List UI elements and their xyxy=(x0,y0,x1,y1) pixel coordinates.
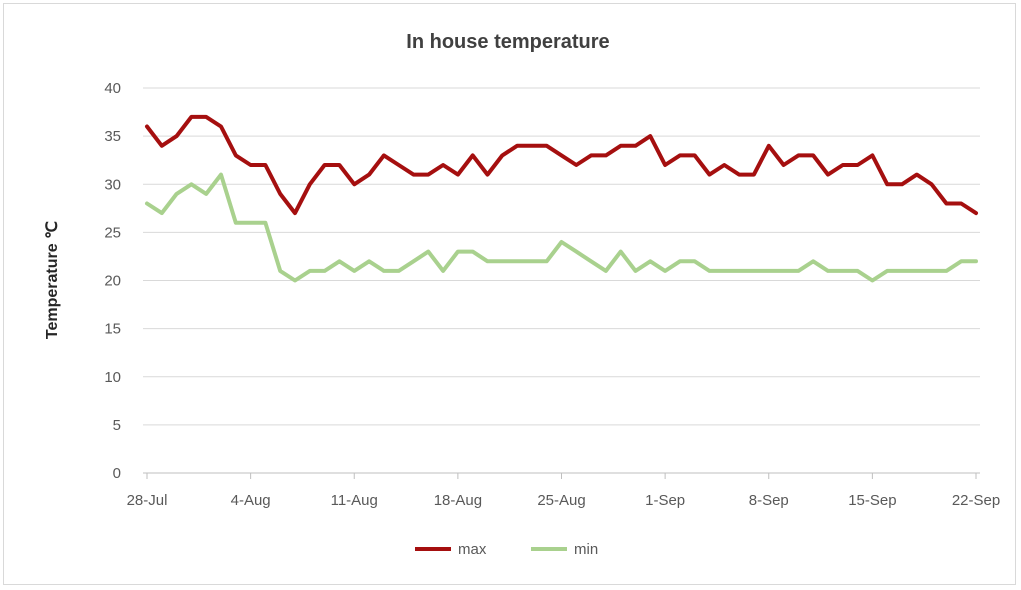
y-tick-label: 25 xyxy=(104,224,121,241)
x-tick-label: 25-Aug xyxy=(537,492,585,509)
x-tick-label: 28-Jul xyxy=(127,492,168,509)
series-line-min xyxy=(145,172,978,283)
x-tick-label: 1-Sep xyxy=(645,492,685,509)
x-tick-label: 22-Sep xyxy=(952,492,1000,509)
legend-label-min: min xyxy=(574,541,598,558)
series-lines xyxy=(145,114,978,283)
y-tick-label: 15 xyxy=(104,321,121,338)
chart-frame xyxy=(3,3,1016,585)
x-tick-label: 18-Aug xyxy=(434,492,482,509)
x-tick-label: 4-Aug xyxy=(231,492,271,509)
x-axis: 28-Jul 4-Aug 11-Aug 18-Aug 25-Aug 1-Sep 8-Sep 1… xyxy=(127,472,1000,509)
legend-label-max: max xyxy=(458,541,487,558)
y-axis-ticks: 0 5 10 15 20 25 30 35 40 xyxy=(104,80,121,482)
y-tick-label: 40 xyxy=(104,80,121,97)
chart-title: In house temperature xyxy=(406,31,609,53)
legend: max min xyxy=(415,541,598,558)
y-tick-label: 5 xyxy=(113,417,121,434)
x-tick-label: 8-Sep xyxy=(749,492,789,509)
y-tick-label: 35 xyxy=(104,128,121,145)
y-axis-label: Temperature ℃ xyxy=(44,221,61,339)
y-tick-label: 10 xyxy=(104,369,121,386)
x-tick-label: 11-Aug xyxy=(331,492,378,509)
series-line-max xyxy=(145,114,978,216)
x-tick-label: 15-Sep xyxy=(848,492,896,509)
y-tick-label: 20 xyxy=(104,273,121,290)
y-tick-label: 0 xyxy=(113,465,121,482)
y-tick-label: 30 xyxy=(104,176,121,193)
gridlines xyxy=(143,87,980,426)
